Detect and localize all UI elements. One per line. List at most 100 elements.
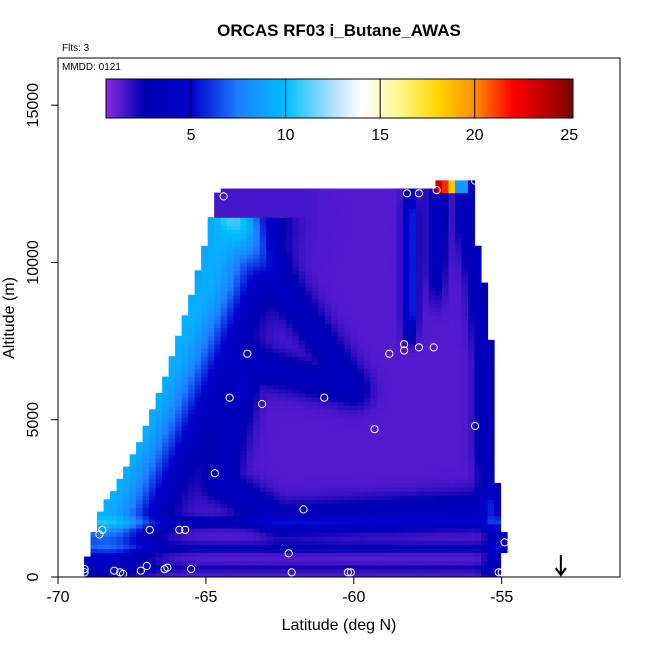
heatmap-cell — [227, 536, 235, 541]
heatmap-cell — [207, 331, 215, 337]
heatmap-cell — [409, 532, 417, 537]
heatmap-cell — [454, 360, 463, 365]
heatmap-cell — [103, 515, 111, 521]
heatmap-cell — [331, 519, 339, 525]
heatmap-cell — [480, 282, 489, 288]
heatmap-cell — [428, 266, 437, 271]
heatmap-cell — [389, 323, 397, 329]
heatmap-cell — [461, 307, 469, 312]
heatmap-cell — [344, 262, 352, 267]
heatmap-cell — [324, 503, 332, 509]
heatmap-cell — [201, 474, 209, 480]
heatmap-cell — [389, 286, 397, 292]
heatmap-cell — [350, 372, 358, 378]
heatmap-cell — [376, 319, 384, 325]
heatmap-cell — [266, 519, 274, 525]
heatmap-cell — [136, 495, 144, 500]
heatmap-cell — [194, 487, 202, 492]
heatmap-cell — [363, 307, 371, 312]
heatmap-cell — [279, 507, 287, 513]
heatmap-cell — [402, 208, 410, 214]
heatmap-cell — [253, 327, 261, 333]
heatmap-cell — [415, 388, 424, 394]
heatmap-cell — [324, 564, 332, 570]
sample-point — [142, 561, 151, 571]
heatmap-cell — [376, 311, 384, 316]
heatmap-cell — [266, 290, 274, 296]
heatmap-cell — [149, 548, 157, 554]
heatmap-cell — [207, 294, 215, 300]
heatmap-cell — [357, 401, 365, 406]
heatmap-cell — [435, 519, 443, 525]
heatmap-cell — [441, 196, 450, 202]
heatmap-cell — [467, 458, 476, 464]
heatmap-cell — [318, 491, 326, 496]
heatmap-cell — [253, 499, 261, 504]
heatmap-cell — [201, 429, 209, 435]
heatmap-cell — [240, 274, 248, 280]
heatmap-cell — [311, 454, 319, 460]
heatmap-cell — [305, 196, 313, 202]
heatmap-cell — [454, 303, 463, 308]
colorbar-tick-label: 25 — [560, 127, 578, 144]
heatmap-cell — [233, 405, 241, 410]
heatmap-cell — [311, 213, 319, 218]
heatmap-cell — [279, 253, 287, 259]
heatmap-cell — [181, 462, 189, 468]
heatmap-cell — [337, 437, 345, 443]
heatmap-cell — [331, 237, 339, 243]
heatmap-cell — [220, 339, 228, 345]
heatmap-cell — [311, 343, 319, 349]
heatmap-cell — [259, 286, 267, 292]
heatmap-cell — [201, 401, 209, 406]
heatmap-cell — [227, 221, 235, 226]
heatmap-cell — [201, 368, 209, 374]
heatmap-cell — [142, 515, 150, 521]
heatmap-cell — [279, 335, 287, 341]
heatmap-cell — [103, 552, 111, 558]
heatmap-cell — [396, 442, 404, 447]
heatmap-cell — [409, 343, 417, 349]
heatmap-cell — [428, 253, 437, 259]
heatmap-cell — [207, 466, 215, 472]
heatmap-cell — [402, 495, 410, 500]
heatmap-cell — [383, 560, 391, 566]
heatmap-cell — [454, 491, 463, 496]
heatmap-cell — [441, 552, 450, 558]
heatmap-cell — [467, 364, 476, 370]
heatmap-cell — [233, 388, 241, 394]
heatmap-cell — [305, 478, 313, 484]
heatmap-cell — [448, 433, 456, 439]
heatmap-cell — [311, 552, 319, 558]
heatmap-cell — [441, 564, 450, 570]
heatmap-cell — [454, 331, 463, 337]
heatmap-cell — [324, 392, 332, 398]
heatmap-cell — [396, 364, 404, 370]
heatmap-cell — [331, 409, 339, 415]
heatmap-cell — [272, 217, 280, 222]
heatmap-cell — [246, 462, 254, 468]
heatmap-cell — [467, 188, 476, 194]
heatmap-cell — [220, 225, 228, 231]
heatmap-cell — [396, 417, 404, 423]
heatmap-cell — [259, 552, 267, 558]
heatmap-cell — [305, 437, 313, 443]
heatmap-cell — [409, 572, 417, 577]
heatmap-cell — [259, 462, 267, 468]
heatmap-cell — [246, 495, 254, 500]
heatmap-cell — [168, 540, 176, 545]
heatmap-cell — [240, 429, 248, 435]
heatmap-cell — [207, 245, 215, 251]
heatmap-cell — [181, 568, 189, 574]
heatmap-cell — [318, 262, 326, 267]
heatmap-cell — [344, 274, 352, 280]
heatmap-cell — [168, 437, 176, 443]
heatmap-cell — [370, 245, 378, 251]
heatmap-cell — [285, 478, 293, 484]
heatmap-cell — [376, 511, 384, 517]
heatmap-cell — [233, 503, 241, 509]
heatmap-cell — [363, 266, 371, 271]
heatmap-cell — [298, 474, 306, 480]
heatmap-cell — [448, 343, 456, 349]
heatmap-cell — [357, 200, 365, 206]
